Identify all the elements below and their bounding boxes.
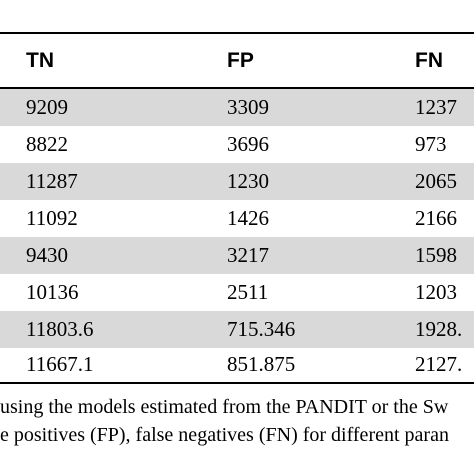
cell-tn: 11092 <box>26 206 78 230</box>
cell-fn: 1598 <box>415 243 457 267</box>
table-row: 11287 1230 2065 <box>0 163 474 200</box>
table-row: 10136 2511 1203 <box>0 274 474 311</box>
cell-fn: 2127. <box>415 352 463 376</box>
column-header-fn: FN <box>415 49 443 72</box>
table-row: 11803.6 715.346 1928. <box>0 311 474 348</box>
table-header-rule <box>0 87 474 89</box>
caption-line-1: using the models estimated from the PAND… <box>0 396 449 418</box>
table-top-rule <box>0 32 474 34</box>
cell-tn: 9430 <box>26 243 68 267</box>
cell-tn: 11667.1 <box>26 352 94 376</box>
cell-fp: 3309 <box>227 95 269 119</box>
cell-tn: 8822 <box>26 132 68 156</box>
table-row: 9430 3217 1598 <box>0 237 474 274</box>
cell-fn: 2065 <box>415 169 457 193</box>
cell-fp: 3696 <box>227 132 269 156</box>
cell-tn: 11803.6 <box>26 317 94 341</box>
caption-line-2: e positives (FP), false negatives (FN) f… <box>0 424 449 446</box>
cell-fp: 1230 <box>227 169 269 193</box>
cell-fp: 3217 <box>227 243 269 267</box>
cell-tn: 10136 <box>26 280 79 304</box>
table-row: 8822 3696 973 <box>0 126 474 163</box>
table-row: 11092 1426 2166 <box>0 200 474 237</box>
cell-fn: 1203 <box>415 280 457 304</box>
cell-fn: 1237 <box>415 95 457 119</box>
table-row: 11667.1 851.875 2127. <box>0 346 474 383</box>
cell-fp: 715.346 <box>227 317 296 341</box>
cell-tn: 11287 <box>26 169 78 193</box>
column-header-tn: TN <box>26 49 54 72</box>
cell-fp: 2511 <box>227 280 269 304</box>
cell-fn: 973 <box>415 132 447 156</box>
cell-fn: 2166 <box>415 206 457 230</box>
cell-fp: 851.875 <box>227 352 296 376</box>
column-header-fp: FP <box>227 49 254 72</box>
table-bottom-rule <box>0 382 474 384</box>
cell-tn: 9209 <box>26 95 68 119</box>
cell-fn: 1928. <box>415 317 463 341</box>
table-row: 9209 3309 1237 <box>0 89 474 126</box>
cell-fp: 1426 <box>227 206 269 230</box>
